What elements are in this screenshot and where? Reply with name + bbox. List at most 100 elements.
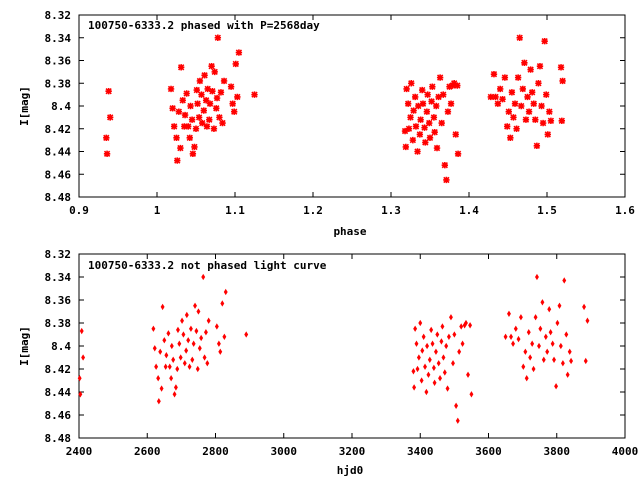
data-point [516, 335, 521, 343]
data-point [175, 365, 180, 373]
data-point [180, 317, 185, 324]
data-point [524, 93, 531, 101]
x-tick-label: 1 [154, 204, 161, 217]
data-point [217, 89, 225, 96]
data-point [195, 114, 203, 121]
x-tick-label: 2400 [66, 445, 93, 458]
data-point [416, 131, 424, 138]
data-point [402, 143, 410, 151]
x-tick-label: 2800 [202, 445, 229, 458]
data-point [429, 326, 434, 334]
data-point [460, 340, 465, 347]
data-point [234, 93, 241, 101]
data-point [490, 70, 498, 78]
data-point [151, 325, 156, 332]
data-point [492, 93, 499, 101]
data-point [523, 348, 528, 355]
data-point [541, 356, 546, 363]
x-tick-label: 1.2 [303, 204, 323, 217]
data-point [436, 360, 441, 367]
data-point [546, 108, 553, 115]
data-point [202, 97, 210, 104]
data-point [196, 77, 204, 85]
data-point [538, 102, 545, 110]
y-tick-label: 8.36 [45, 55, 72, 68]
data-point [435, 331, 440, 338]
data-point [410, 107, 417, 114]
data-point [430, 340, 435, 347]
y-tick-label: 8.44 [45, 146, 72, 159]
data-point [562, 277, 567, 284]
data-point [223, 288, 228, 296]
data-point [231, 108, 238, 115]
y-tick-label: 8.36 [45, 294, 72, 307]
data-point [429, 83, 436, 90]
data-point [229, 100, 236, 107]
data-point [170, 123, 178, 130]
data-point [511, 100, 519, 107]
data-point [414, 148, 421, 155]
data-point [167, 363, 172, 370]
x-tick-label: 2600 [134, 445, 161, 458]
data-point [186, 337, 191, 344]
data-point [582, 303, 587, 311]
data-point [201, 72, 208, 79]
data-point [177, 64, 185, 71]
data-point [426, 371, 431, 378]
data-point [446, 83, 453, 90]
y-tick-label: 8.34 [45, 271, 72, 284]
data-point [433, 144, 441, 152]
data-point [185, 123, 192, 130]
data-point [196, 308, 201, 315]
data-point [181, 123, 188, 130]
data-point [210, 125, 218, 132]
data-point [175, 108, 183, 115]
y-axis-label: I[mag] [18, 86, 31, 126]
data-point [518, 314, 523, 321]
y-tick-label: 8.32 [45, 9, 72, 22]
data-point [440, 91, 447, 98]
data-point [454, 402, 459, 409]
data-point [538, 325, 543, 332]
data-point [205, 360, 210, 367]
data-point [409, 136, 417, 144]
data-point [528, 89, 536, 96]
data-point [558, 342, 563, 350]
x-axis-label: hjd0 [337, 464, 364, 477]
data-point [422, 139, 429, 146]
data-point [557, 64, 565, 71]
chart-title: 100750-6333.2 not phased light curve [88, 259, 327, 272]
data-point [419, 377, 424, 384]
data-point [433, 348, 438, 355]
data-point [403, 85, 410, 93]
axis-ticks: 2400 2600 2800 3000 3200 3400 3600 3800 4000 8.32… [45, 248, 639, 458]
x-tick-label: 1.5 [537, 204, 557, 217]
data-point [547, 117, 555, 124]
data-point [524, 375, 529, 382]
data-point [510, 114, 517, 121]
data-point [77, 375, 82, 382]
data-point [206, 317, 211, 324]
y-tick-label: 8.34 [45, 32, 72, 45]
data-point [173, 384, 178, 391]
data-point [547, 306, 552, 313]
data-point [564, 331, 569, 338]
data-point [532, 116, 539, 123]
data-point [499, 95, 506, 103]
data-point [438, 119, 445, 127]
data-point [528, 354, 533, 361]
data-point [468, 322, 473, 329]
data-point [160, 303, 165, 311]
data-point [531, 365, 536, 373]
y-axis-label: I[mag] [18, 326, 31, 366]
data-point [466, 371, 470, 378]
x-tick-label: 4000 [612, 445, 639, 458]
data-point [545, 348, 550, 355]
data-point [201, 273, 206, 281]
data-point [585, 317, 590, 324]
data-point [530, 340, 535, 347]
data-point [220, 300, 225, 307]
data-point [182, 360, 187, 367]
data-point [494, 100, 502, 107]
data-point [459, 323, 464, 330]
